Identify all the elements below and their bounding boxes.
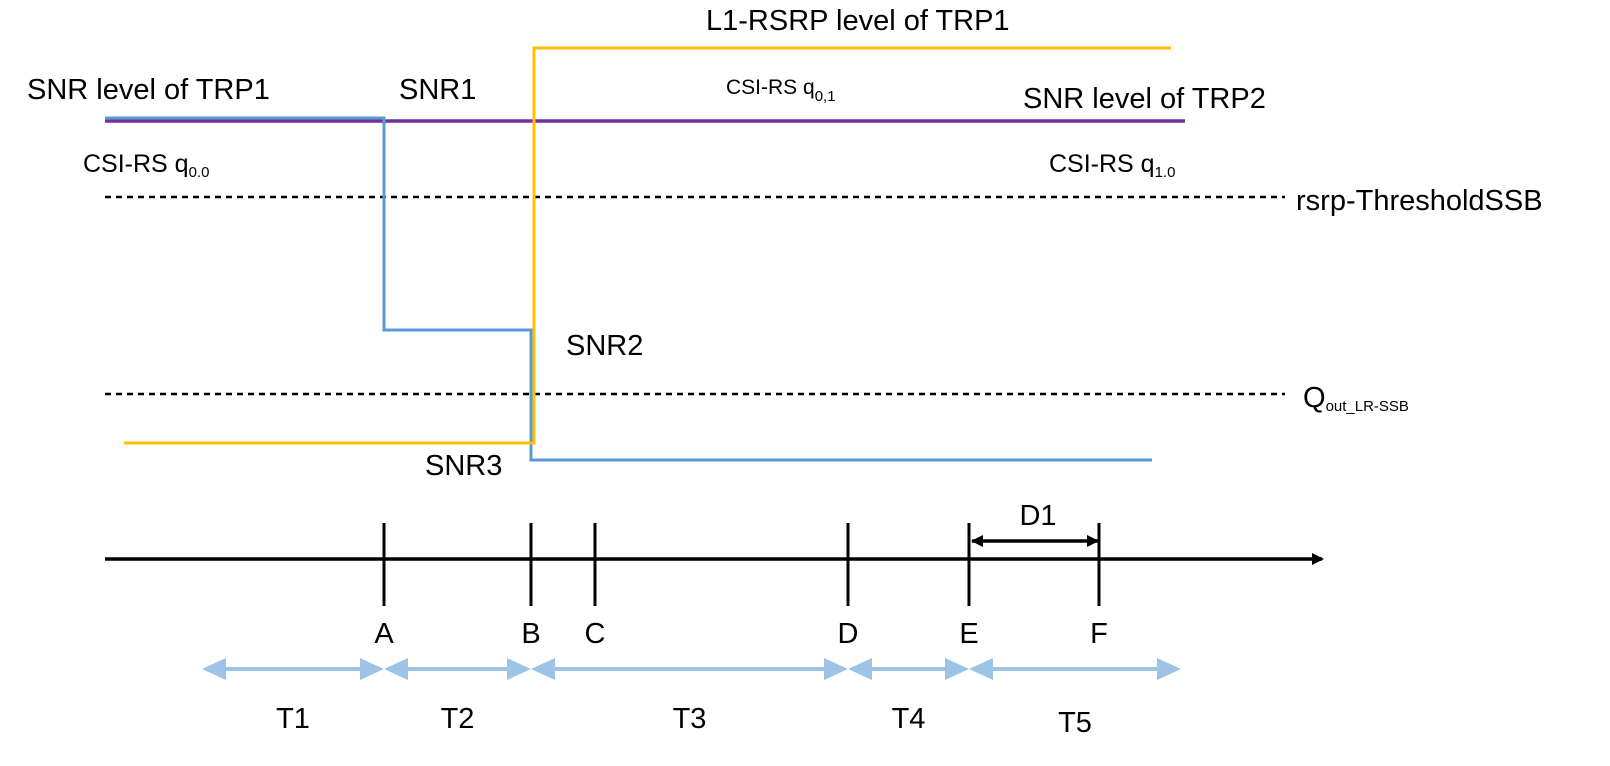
period-arrow-head-right-t2	[507, 658, 531, 680]
period-arrow-head-right-t1	[360, 658, 384, 680]
q-out-sub: out_LR-SSB	[1326, 398, 1409, 415]
tick-label-f: F	[1090, 618, 1108, 650]
period-label-t5: T5	[1058, 707, 1092, 739]
snr2-label: SNR2	[566, 330, 643, 362]
csi-rs-q00-main: CSI-RS q	[83, 150, 189, 178]
l1-rsrp-line	[124, 46, 1171, 445]
d1-label: D1	[1019, 500, 1056, 532]
snr-trp2-label: SNR level of TRP2	[1023, 83, 1266, 115]
period-label-t3: T3	[673, 703, 707, 735]
rsrp-threshold-label: rsrp-ThresholdSSB	[1296, 185, 1543, 217]
l1-rsrp-trp1-label: L1-RSRP level of TRP1	[706, 5, 1010, 37]
tick-label-e: E	[959, 618, 978, 650]
period-label-t2: T2	[441, 703, 475, 735]
snr3-label: SNR3	[425, 450, 502, 482]
period-arrow-head-left-t4	[848, 658, 872, 680]
tick-label-b: B	[521, 618, 540, 650]
snr-trp1-label: SNR level of TRP1	[27, 74, 270, 106]
period-label-t1: T1	[276, 703, 310, 735]
period-arrows: T1 T2 T3 T4 T5	[202, 658, 1181, 739]
q-out-label: Qout_LR-SSB	[1303, 382, 1409, 415]
period-arrow-head-right-t3	[824, 658, 848, 680]
trp1-snr-line	[105, 116, 1152, 462]
csi-rs-q01-sub: 0,1	[815, 88, 836, 105]
period-arrow-head-left-t3	[531, 658, 555, 680]
period-label-t4: T4	[892, 703, 926, 735]
tick-label-c: C	[585, 618, 606, 650]
q-out-main: Q	[1303, 382, 1326, 414]
tick-label-a: A	[374, 618, 394, 650]
period-arrow-head-right-t4	[945, 658, 969, 680]
csi-rs-q01-label: CSI-RS q0,1	[726, 76, 836, 105]
csi-rs-q10-label: CSI-RS q1.0	[1049, 150, 1175, 181]
period-arrow-head-left-t1	[202, 658, 226, 680]
period-arrow-head-right-t5	[1157, 658, 1181, 680]
csi-rs-q01-main: CSI-RS q	[726, 76, 815, 99]
period-arrow-head-left-t2	[384, 658, 408, 680]
snr1-label: SNR1	[399, 74, 476, 106]
csi-rs-q10-main: CSI-RS q	[1049, 150, 1155, 178]
tick-label-d: D	[838, 618, 859, 650]
csi-rs-q10-sub: 1.0	[1155, 164, 1176, 181]
period-arrow-head-left-t5	[969, 658, 993, 680]
csi-rs-q00-sub: 0.0	[189, 164, 210, 181]
csi-rs-q00-label: CSI-RS q0.0	[83, 150, 209, 181]
time-ticks: A B C D E F	[374, 523, 1108, 650]
